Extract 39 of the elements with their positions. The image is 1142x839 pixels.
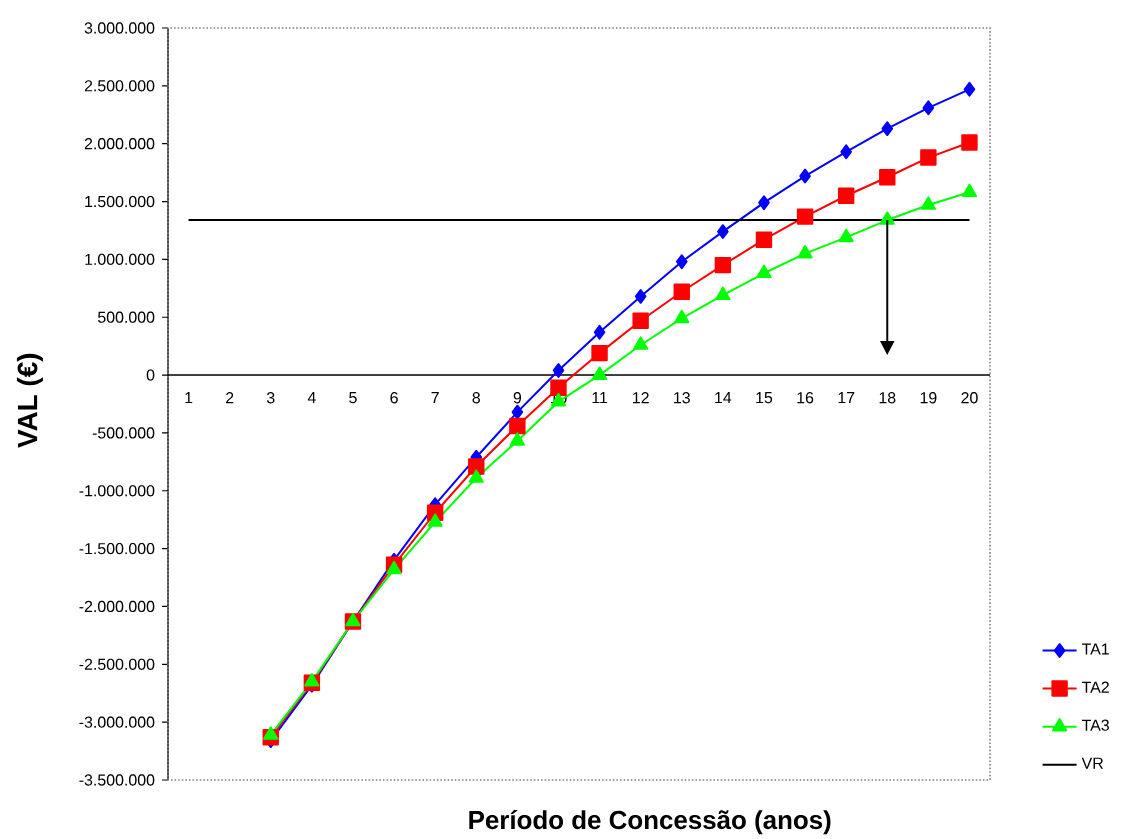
x-tick-label: 9 [513,392,522,404]
legend-label: TA3 [1081,719,1109,731]
y-axis-title: VAL (€) [16,353,43,448]
y-tick-label: -2.000.000 [79,600,155,613]
x-tick-label: 11 [592,392,608,404]
y-tick-label: 500.000 [97,311,155,323]
x-tick-label: 6 [390,392,398,404]
x-tick-label: 19 [920,392,937,404]
legend-label: TA1 [1081,643,1109,655]
y-tick-label: 3.000.000 [84,22,155,34]
y-tick-label: -3.000.000 [79,716,155,728]
x-tick-label: 20 [961,392,978,404]
legend-label: VR [1081,757,1104,769]
x-axis-title: Período de Concessão (anos) [469,809,831,835]
x-tick-label: 2 [226,392,234,404]
x-tick-label: 15 [756,392,773,404]
y-tick-label: 1.500.000 [85,195,155,208]
y-tick-label: 0 [146,369,155,381]
x-tick-label: 14 [715,392,732,404]
y-tick-label: 2.000.000 [84,138,155,150]
y-tick-label: 1.000.000 [85,253,155,266]
y-tick-label: -2.500.000 [79,658,155,670]
x-tick-label: 17 [838,392,855,404]
x-tick-label: 7 [431,392,439,404]
y-tick-label: -500.000 [92,427,155,439]
legend-label: TA2 [1081,681,1109,693]
x-tick-label: 13 [674,392,690,404]
x-tick-label: 1 [185,392,193,404]
x-tick-label: 18 [879,392,896,404]
x-tick-label: 5 [349,392,357,404]
x-tick-label: 12 [633,392,649,404]
y-tick-label: 2.500.000 [84,80,155,92]
x-tick-label: 16 [797,392,814,404]
x-tick-label: 4 [307,392,316,404]
y-tick-label: -1.500.000 [79,542,155,555]
y-tick-label: -3.500.000 [79,774,155,786]
x-tick-label: 3 [266,392,275,404]
y-tick-label: -1.000.000 [79,485,155,497]
x-tick-label: 8 [472,392,480,404]
